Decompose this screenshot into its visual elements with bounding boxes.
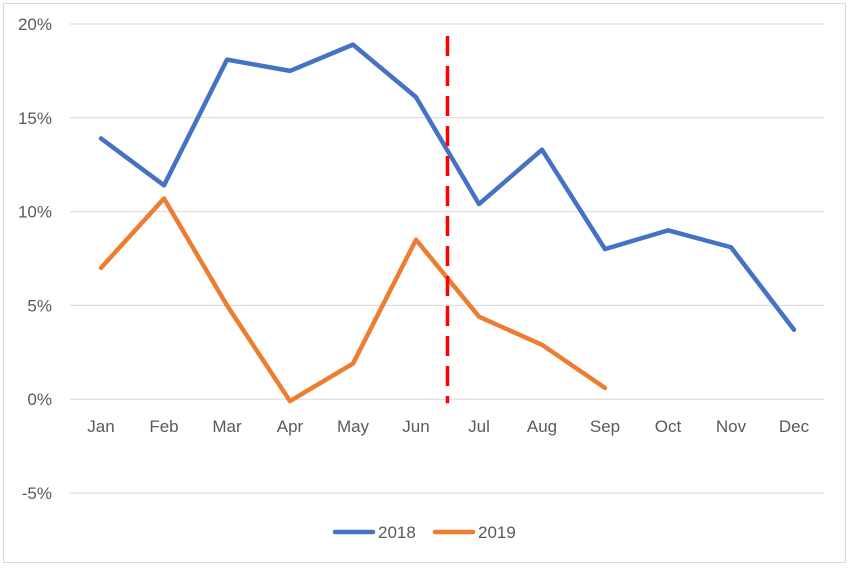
x-tick-label: Feb — [149, 417, 178, 436]
chart-frame — [3, 3, 846, 563]
y-tick-label: 0% — [27, 390, 52, 409]
x-tick-label: Apr — [277, 417, 304, 436]
x-tick-label: Dec — [779, 417, 810, 436]
x-tick-label: Oct — [655, 417, 682, 436]
x-tick-label: Aug — [527, 417, 557, 436]
y-axis-tick-labels: 20% 15% 10% 5% 0% -5% — [18, 15, 52, 503]
series-line-2018 — [98, 42, 797, 333]
legend-label: 2019 — [478, 523, 516, 542]
legend-label: 2018 — [378, 523, 416, 542]
y-tick-label: -5% — [22, 484, 52, 503]
y-tick-label: 10% — [18, 203, 52, 222]
y-tick-label: 15% — [18, 109, 52, 128]
series-line-2019 — [98, 196, 608, 404]
x-tick-label: Jan — [87, 417, 114, 436]
x-tick-label: Mar — [212, 417, 242, 436]
x-tick-label: Jul — [468, 417, 490, 436]
x-tick-label: Nov — [716, 417, 747, 436]
x-tick-label: May — [337, 417, 370, 436]
legend: 2018 2019 — [332, 523, 516, 542]
y-tick-label: 5% — [27, 296, 52, 315]
y-tick-label: 20% — [18, 15, 52, 34]
series-lines — [98, 42, 797, 404]
x-tick-label: Sep — [590, 417, 620, 436]
x-axis-tick-labels: Jan Feb Mar Apr May Jun Jul Aug Sep Oct Nov Dec — [87, 417, 809, 436]
x-tick-label: Jun — [402, 417, 429, 436]
